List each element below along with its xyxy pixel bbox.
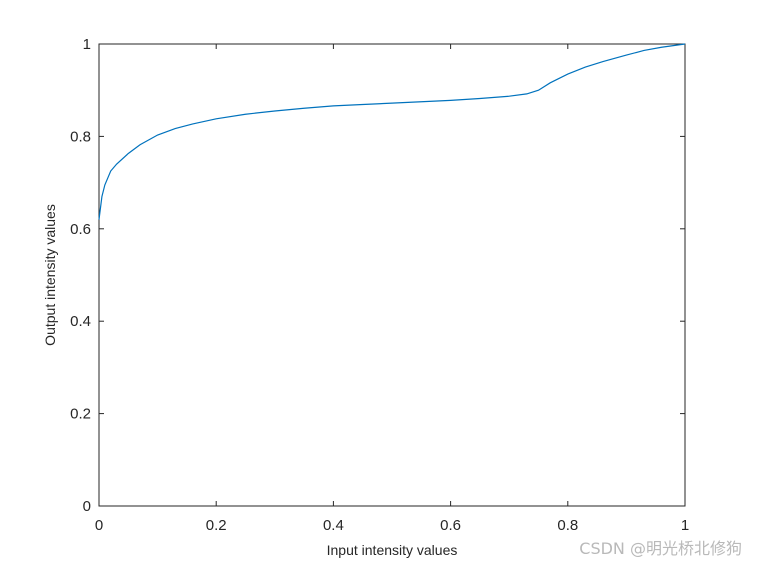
y-tick-label: 0 xyxy=(83,498,91,515)
ticks-group xyxy=(98,43,686,507)
x-tick-label: 0.8 xyxy=(557,517,578,534)
series-line xyxy=(98,43,686,220)
x-tick-label: 0.2 xyxy=(206,517,227,534)
axes-box xyxy=(98,43,686,507)
tick-labels-group: 0 0.2 0.4 0.6 0.8 1 0 0.2 0.4 0.6 0.8 1 xyxy=(70,36,689,534)
y-tick-label: 0.4 xyxy=(70,313,91,330)
x-tick-label: 0 xyxy=(95,517,103,534)
x-tick-label: 0.4 xyxy=(323,517,344,534)
y-tick-label: 0.6 xyxy=(70,221,91,238)
y-axis-label: Output intensity values xyxy=(42,204,58,346)
y-tick-label: 0.2 xyxy=(70,406,91,423)
x-axis-label: Input intensity values xyxy=(327,542,458,558)
y-tick-label: 1 xyxy=(83,36,91,53)
y-tick-label: 0.8 xyxy=(70,128,91,145)
x-tick-label: 0.6 xyxy=(440,517,461,534)
x-tick-label: 1 xyxy=(681,517,689,534)
watermark: CSDN @明光桥北修狗 xyxy=(579,539,742,558)
